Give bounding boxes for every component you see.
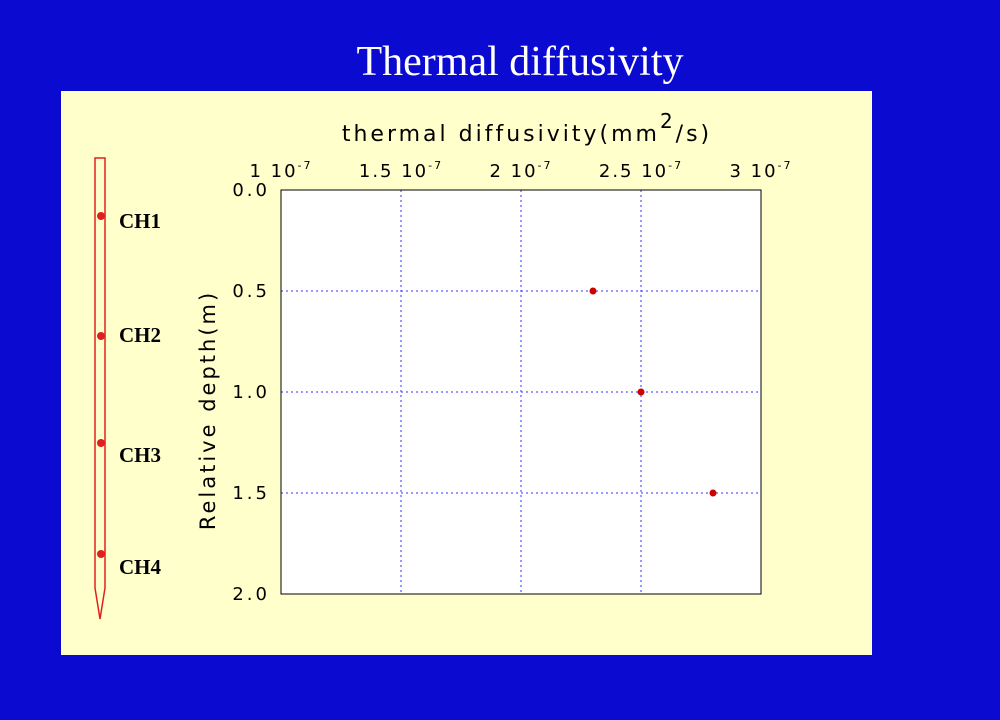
probe-diagram [94, 157, 106, 620]
data-point [637, 388, 645, 396]
channel-label: CH3 [119, 443, 161, 467]
x-tick-label: 1.5 10-7 [359, 159, 443, 182]
data-point [709, 489, 717, 497]
probe-sensor-dot [97, 332, 105, 340]
x-axis-title: thermal diffusivity(mm2/s) [342, 109, 712, 147]
x-tick-label: 1 10-7 [249, 159, 312, 182]
probe-outline [94, 157, 106, 620]
x-tick-label: 2 10-7 [489, 159, 552, 182]
y-axis-title: Relative depth(m) [196, 290, 220, 530]
y-tick-label: 1.5 [232, 483, 270, 504]
plot-frame [280, 189, 762, 595]
scatter-chart: 1 10-7 1.5 10-7 2 10-7 2.5 10-7 3 10-7 0.0 0.5… [196, 109, 792, 605]
data-point [589, 287, 597, 295]
probe-sensor-dot [97, 439, 105, 447]
slide-title: Thermal diffusivity [356, 39, 684, 85]
channel-label: CH1 [119, 209, 161, 233]
probe-sensor-dot [97, 550, 105, 558]
channel-label: CH2 [119, 323, 161, 347]
x-tick-label: 2.5 10-7 [599, 159, 683, 182]
probe-sensor-dot [97, 212, 105, 220]
y-tick-label: 1.0 [232, 382, 270, 403]
x-tick-label: 3 10-7 [729, 159, 792, 182]
y-tick-label: 0.0 [232, 180, 270, 201]
y-tick-label: 0.5 [232, 281, 270, 302]
chart-panel: CH1 CH2 CH3 CH4 1 10-7 1.5 10-7 2 10-7 2.5 … [61, 91, 872, 655]
y-tick-label: 2.0 [232, 584, 270, 605]
channel-label: CH4 [119, 555, 161, 579]
